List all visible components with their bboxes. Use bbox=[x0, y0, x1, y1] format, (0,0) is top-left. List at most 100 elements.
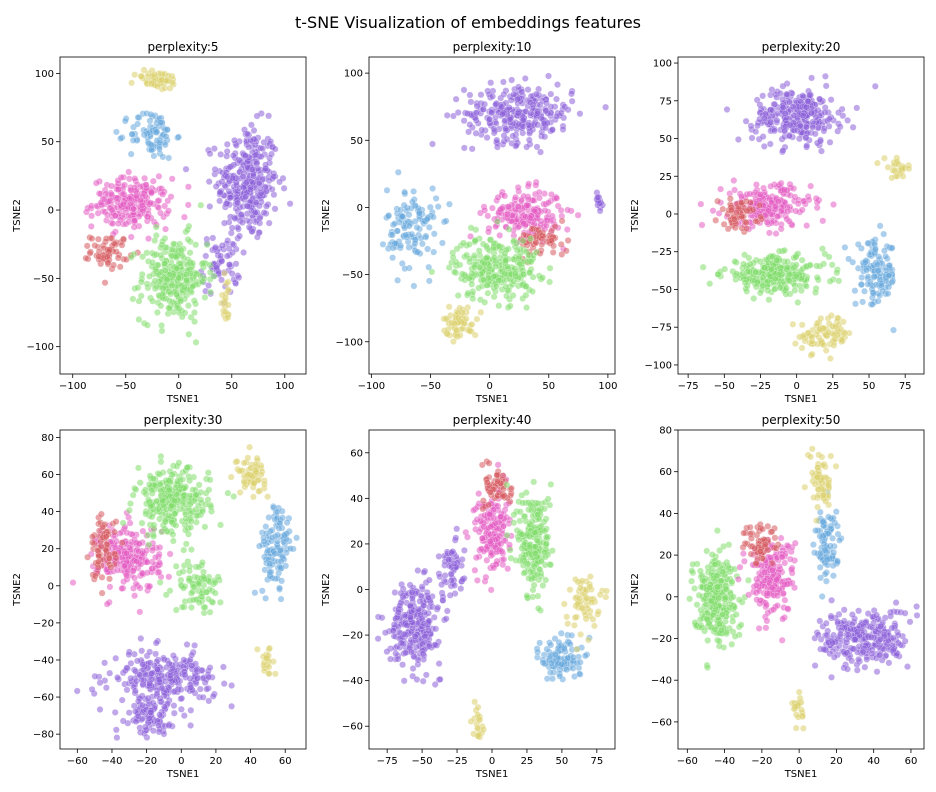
data-point bbox=[425, 642, 433, 650]
data-point bbox=[179, 584, 187, 592]
data-point bbox=[209, 234, 217, 242]
data-point bbox=[135, 316, 143, 323]
data-point bbox=[721, 265, 729, 273]
data-point bbox=[91, 242, 99, 249]
data-point bbox=[112, 726, 120, 734]
data-point bbox=[861, 258, 869, 266]
data-point bbox=[498, 110, 506, 118]
data-point bbox=[558, 250, 566, 258]
data-point bbox=[261, 480, 268, 488]
data-point bbox=[137, 73, 145, 80]
data-point bbox=[210, 145, 218, 153]
data-point bbox=[112, 554, 120, 562]
data-point bbox=[262, 654, 270, 662]
data-point bbox=[779, 146, 787, 154]
data-point bbox=[229, 174, 237, 182]
data-point bbox=[127, 659, 135, 667]
data-point bbox=[477, 308, 485, 316]
data-point bbox=[190, 297, 198, 305]
data-point bbox=[126, 195, 134, 203]
data-point bbox=[783, 284, 790, 292]
y-tick-label: 0 bbox=[357, 203, 363, 214]
data-point bbox=[415, 209, 423, 217]
data-point bbox=[87, 222, 95, 230]
plot-frame bbox=[59, 56, 307, 375]
data-point bbox=[849, 123, 857, 131]
data-point bbox=[230, 493, 238, 500]
data-point bbox=[506, 302, 514, 310]
data-point bbox=[497, 540, 505, 548]
data-point bbox=[400, 630, 408, 638]
data-point bbox=[411, 217, 419, 225]
data-point bbox=[748, 134, 756, 142]
data-point bbox=[223, 152, 231, 160]
data-point bbox=[244, 454, 252, 462]
data-point bbox=[180, 712, 188, 719]
data-point bbox=[142, 490, 150, 498]
data-point bbox=[488, 109, 496, 117]
data-point bbox=[212, 243, 219, 251]
data-point bbox=[483, 281, 491, 289]
data-point bbox=[266, 560, 274, 568]
data-point bbox=[182, 526, 189, 534]
data-point bbox=[199, 508, 207, 515]
data-point bbox=[252, 468, 260, 476]
data-point bbox=[206, 476, 214, 484]
data-point bbox=[785, 270, 793, 278]
data-point bbox=[205, 673, 213, 681]
y-tick-label: 0 bbox=[48, 581, 54, 592]
data-point bbox=[819, 245, 826, 253]
data-point bbox=[500, 91, 508, 98]
data-point bbox=[227, 473, 235, 481]
data-point bbox=[413, 676, 421, 683]
data-point bbox=[207, 288, 215, 296]
data-point bbox=[477, 545, 485, 553]
data-point bbox=[255, 487, 263, 495]
x-tick-label: −50 bbox=[714, 381, 735, 392]
x-tick-label: −40 bbox=[101, 756, 122, 767]
data-point bbox=[397, 206, 405, 214]
data-point bbox=[394, 276, 401, 284]
data-point bbox=[812, 194, 820, 202]
data-point bbox=[436, 675, 444, 683]
data-point bbox=[153, 309, 161, 316]
data-point bbox=[509, 132, 517, 140]
data-point bbox=[812, 113, 820, 121]
data-point bbox=[494, 193, 502, 201]
data-point bbox=[169, 537, 177, 545]
data-point bbox=[547, 480, 555, 488]
data-point bbox=[265, 219, 273, 227]
data-point bbox=[547, 236, 555, 244]
data-point bbox=[418, 240, 426, 248]
data-point bbox=[224, 301, 232, 309]
data-point bbox=[853, 104, 861, 112]
data-point bbox=[195, 563, 203, 571]
data-point bbox=[205, 486, 213, 494]
data-point bbox=[156, 470, 164, 478]
y-tick-label: 100 bbox=[653, 59, 672, 70]
data-point bbox=[271, 145, 279, 153]
data-point bbox=[490, 273, 498, 280]
data-point bbox=[450, 560, 458, 567]
data-point bbox=[554, 81, 561, 89]
data-point bbox=[400, 201, 408, 209]
data-point bbox=[108, 206, 116, 214]
data-point bbox=[765, 296, 773, 304]
data-point bbox=[530, 251, 537, 259]
data-point bbox=[425, 263, 433, 271]
x-tick-label: 50 bbox=[542, 381, 555, 392]
data-point bbox=[775, 271, 783, 278]
data-point bbox=[505, 225, 513, 233]
data-point bbox=[101, 279, 109, 287]
data-point bbox=[752, 283, 760, 291]
data-point bbox=[253, 645, 261, 653]
data-point bbox=[715, 209, 723, 217]
data-point bbox=[247, 464, 255, 472]
data-point bbox=[114, 186, 122, 193]
data-point bbox=[475, 247, 483, 255]
data-point bbox=[454, 109, 462, 116]
data-point bbox=[162, 225, 169, 233]
data-point bbox=[498, 204, 506, 212]
data-point bbox=[548, 126, 556, 134]
data-point bbox=[256, 214, 264, 222]
